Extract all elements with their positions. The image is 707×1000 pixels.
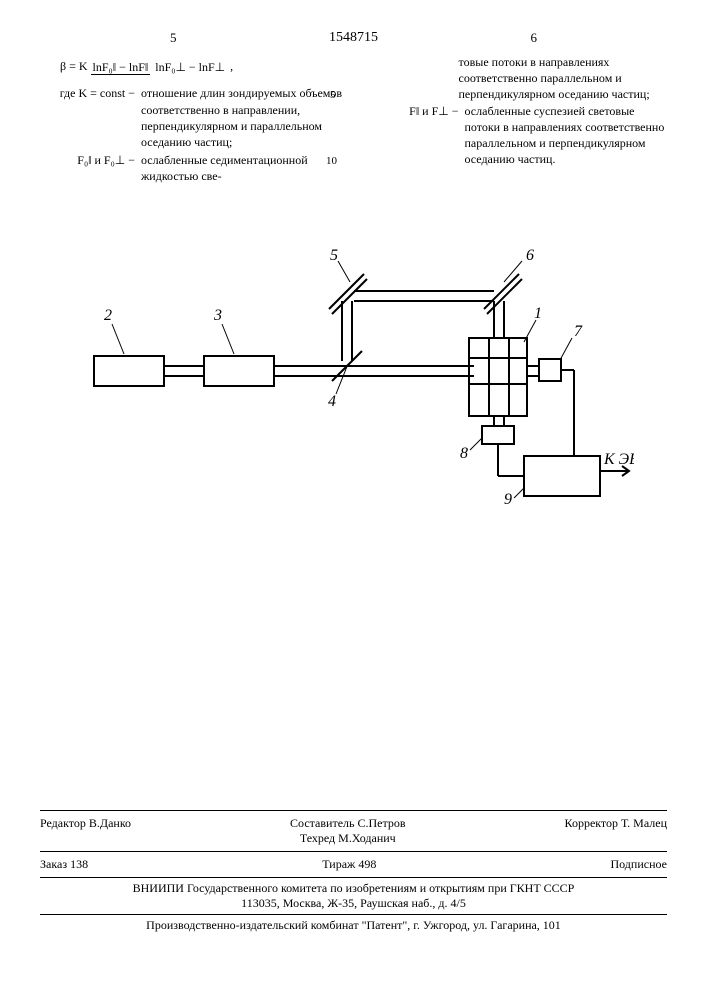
diagram-label-9: 9 bbox=[504, 491, 512, 506]
formula-suffix: , bbox=[230, 59, 233, 73]
diagram-label-4: 4 bbox=[328, 393, 336, 410]
formula-denominator: lnF₀⊥ − lnF⊥ bbox=[153, 60, 227, 74]
definition-text: ослабленные суспезией световые потоки в … bbox=[465, 103, 668, 168]
formula-numerator: lnF₀‖ − lnF‖ bbox=[91, 60, 151, 75]
definition-symbol: F‖ и F⊥ − bbox=[364, 103, 465, 168]
footer-staff-row: Редактор В.Данко Составитель С.Петров Те… bbox=[40, 814, 667, 848]
subscription: Подписное bbox=[610, 857, 667, 872]
definition-symbol: где K = const − bbox=[40, 85, 141, 150]
text-columns: β = K lnF₀‖ − lnF‖ lnF₀⊥ − lnF⊥ , где K … bbox=[40, 54, 667, 186]
diagram-output-label: К ЭВМ bbox=[603, 451, 634, 468]
definition-row: F₀‖ и F₀⊥ − ослабленные седиментационной… bbox=[40, 152, 344, 184]
compiler-tech: Составитель С.Петров Техред М.Ходанич bbox=[131, 816, 564, 846]
publisher: Производственно-издательский комбинат "П… bbox=[40, 918, 667, 933]
page-header: 5 1548715 6 bbox=[40, 30, 667, 46]
diagram-label-1: 1 bbox=[534, 305, 542, 322]
diagram-label-3: 3 bbox=[213, 307, 222, 324]
corrector: Корректор Т. Малец bbox=[565, 816, 667, 846]
continuation-text: товые потоки в направлениях соответствен… bbox=[364, 54, 668, 103]
footer-order-row: Заказ 138 Тираж 498 Подписное bbox=[40, 855, 667, 874]
footer: Редактор В.Данко Составитель С.Петров Те… bbox=[40, 810, 667, 933]
diagram-label-2: 2 bbox=[104, 307, 112, 324]
definition-row: где K = const − отношение длин зондируем… bbox=[40, 85, 344, 150]
left-column: β = K lnF₀‖ − lnF‖ lnF₀⊥ − lnF⊥ , где K … bbox=[40, 54, 344, 186]
definition-text: отношение длин зондируемых объемов соотв… bbox=[141, 85, 344, 150]
definition-symbol: F₀‖ и F₀⊥ − bbox=[40, 152, 141, 184]
formula-k: K bbox=[79, 59, 88, 73]
print-run: Тираж 498 bbox=[322, 857, 376, 872]
diagram-label-7: 7 bbox=[574, 323, 583, 340]
org-line-2: 113035, Москва, Ж-35, Раушская наб., д. … bbox=[40, 896, 667, 911]
diagram-label-6: 6 bbox=[526, 247, 534, 264]
diagram-label-8: 8 bbox=[460, 445, 468, 462]
right-column: товые потоки в направлениях соответствен… bbox=[364, 54, 668, 186]
col-num-right: 6 bbox=[531, 30, 538, 46]
line-number: 5 bbox=[330, 88, 336, 103]
patent-number: 1548715 bbox=[177, 30, 531, 46]
definition-text: ослабленные седиментационной жидкостью с… bbox=[141, 152, 344, 184]
beta-formula: β = K lnF₀‖ − lnF‖ lnF₀⊥ − lnF⊥ , bbox=[60, 58, 344, 75]
diagram-svg: 2 3 4 5 6 1 7 8 9 К ЭВМ bbox=[74, 246, 634, 506]
diagram-label-5: 5 bbox=[330, 247, 338, 264]
editor: Редактор В.Данко bbox=[40, 816, 131, 846]
org-line-1: ВНИИПИ Государственного комитета по изоб… bbox=[40, 881, 667, 896]
line-number: 10 bbox=[326, 154, 337, 169]
definition-row: F‖ и F⊥ − ослабленные суспезией световые… bbox=[364, 103, 668, 168]
formula-lhs: β = bbox=[60, 59, 76, 73]
order: Заказ 138 bbox=[40, 857, 88, 872]
formula-fraction: lnF₀‖ − lnF‖ lnF₀⊥ − lnF⊥ bbox=[91, 59, 228, 75]
optical-diagram: 2 3 4 5 6 1 7 8 9 К ЭВМ bbox=[40, 246, 667, 510]
